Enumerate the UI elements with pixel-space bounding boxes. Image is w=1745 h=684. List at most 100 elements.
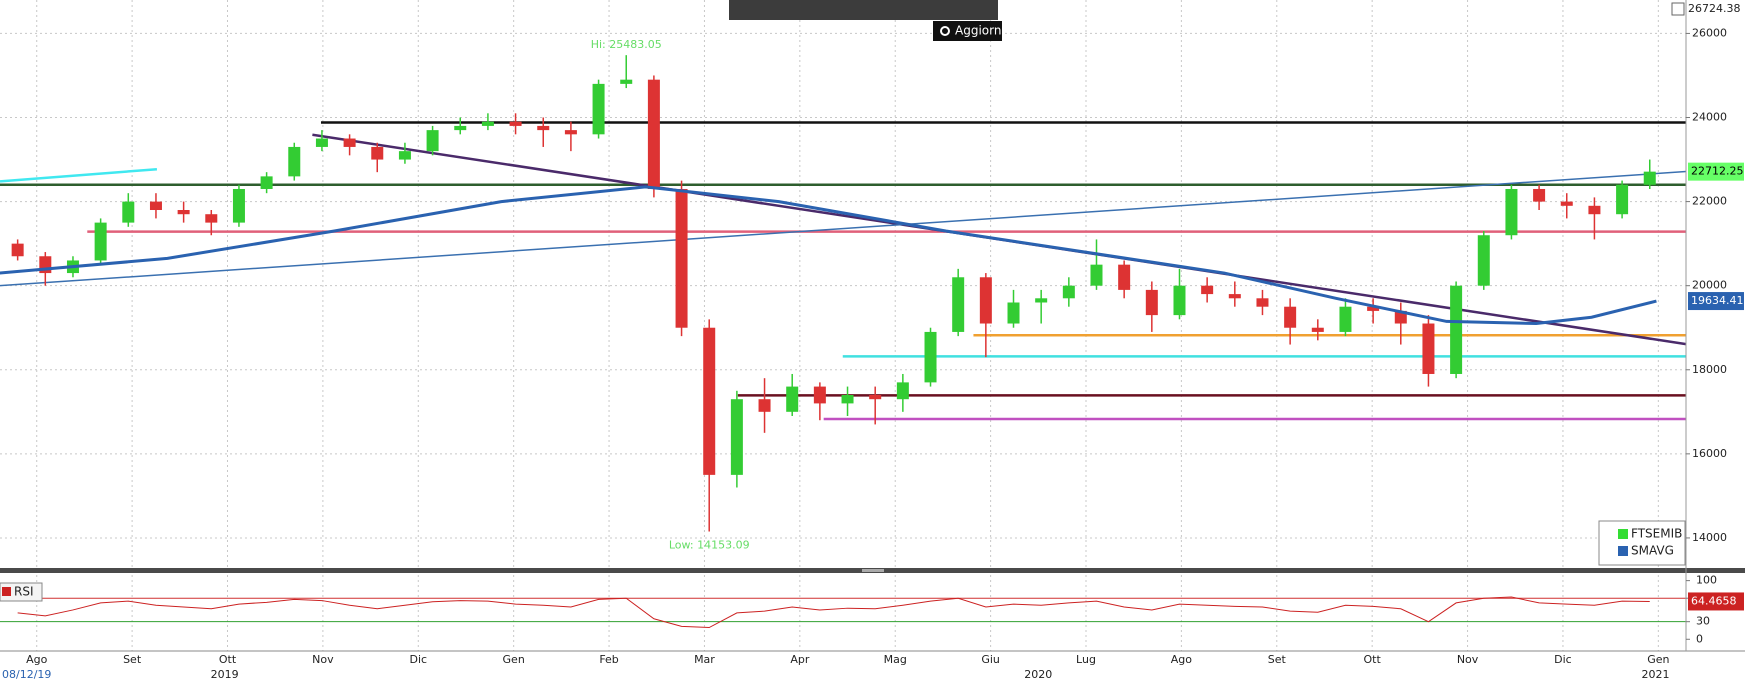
rsi-line [17,596,1650,629]
candle-body [481,121,494,126]
refresh-button[interactable] [933,21,1002,41]
candle-body [398,151,411,160]
candle-body [177,210,190,215]
rsi-value: 64.4658 [1691,594,1737,607]
year-label: 2020 [1024,668,1052,681]
legend-label: FTSEMIB [1631,527,1682,541]
x-tick-label: Gen [503,653,525,666]
candle-body [813,386,826,404]
candle-body [343,138,356,147]
candle-body [122,201,135,223]
rsi-value-box [1688,592,1744,611]
last-price: 22712.25 [1691,165,1744,178]
x-tick-label: Lug [1076,653,1096,666]
candle-body [1228,294,1241,299]
candle-body [537,125,550,131]
candle-body [1643,171,1656,185]
candle-body [896,382,909,400]
candle-body [979,277,992,324]
y-tick-label: 20000 [1692,279,1727,292]
sma-value-box [1688,292,1744,311]
candle-body [647,79,660,189]
candle-body [564,130,577,135]
candle-body [1339,306,1352,332]
rsi-tick-label: 30 [1696,615,1710,628]
candle-body [11,243,24,257]
candle-body [1560,201,1573,206]
x-tick-label: Giu [981,653,1000,666]
x-tick-label: Gen [1647,653,1669,666]
y-tick-label: 22000 [1692,195,1727,208]
candle-body [509,121,522,126]
refresh-icon [940,26,950,36]
rsi-swatch [2,587,11,596]
x-tick-label: Feb [599,653,618,666]
candle-body [1588,205,1601,215]
candle-body [1118,264,1131,290]
y-tick-label: 18000 [1692,363,1727,376]
candle-body [786,386,799,412]
candle-body [1173,285,1186,316]
toolbar [729,0,998,20]
candle-body [924,331,937,383]
year-label: 2021 [1641,668,1669,681]
top-label: 26724.38 [1688,2,1741,15]
candle-body [1367,306,1380,311]
candle-body [94,222,107,261]
candle-body [841,394,854,404]
x-tick-label: Mag [884,653,907,666]
candle-body [869,394,882,400]
x-tick-label: Set [1268,653,1287,666]
rsi-label: RSI [14,585,34,599]
x-tick-label: Mar [694,653,715,666]
trend-line [0,167,158,183]
x-tick-label: Nov [312,653,334,666]
candle-body [1007,302,1020,324]
x-tick-label: Ott [1364,653,1382,666]
candle-body [288,146,301,177]
year-label: 2019 [211,668,239,681]
x-tick-label: Ago [26,653,48,666]
candle-body [952,277,965,332]
candle-body [232,188,245,223]
x-tick-label: Set [123,653,142,666]
legend [1598,520,1686,566]
y-tick-label: 24000 [1692,111,1727,124]
rsi-tick-label: 100 [1696,574,1717,587]
legend-swatch [1618,546,1628,556]
plot [0,55,1687,629]
x-tick-label: Apr [790,653,810,666]
candle-body [1533,188,1546,202]
candle-body [1201,285,1214,295]
candle-body [1505,188,1518,236]
legend-label: SMAVG [1631,544,1674,558]
y-tick-label: 26000 [1692,26,1727,39]
x-tick-label: Dic [409,653,427,666]
x-tick-label: Ott [219,653,237,666]
candle-body [703,327,716,475]
candle-body [205,214,218,223]
candle-body [315,138,328,147]
x-tick-label: Ago [1171,653,1193,666]
candle-body [1422,323,1435,374]
candle-body [675,188,688,328]
candle-body [454,125,467,131]
candle-body [730,399,743,475]
top-icon[interactable] [1671,2,1685,16]
divider-handle[interactable] [862,569,884,572]
candle-body [1477,235,1490,286]
candle-body [1062,285,1075,299]
hi-label: Hi: 25483.05 [591,38,662,51]
last-price-box [1688,162,1744,181]
candle-body [1145,289,1158,316]
y-tick-label: 14000 [1692,531,1727,544]
trend-line [0,170,1687,287]
refresh-label[interactable]: Aggiorn [955,24,1001,38]
x-tick-label: Nov [1457,653,1479,666]
start-date: 08/12/19 [2,668,51,681]
candle-body [1616,184,1629,215]
candle-body [1284,306,1297,328]
candle-body [426,130,439,152]
candle-body [149,201,162,211]
